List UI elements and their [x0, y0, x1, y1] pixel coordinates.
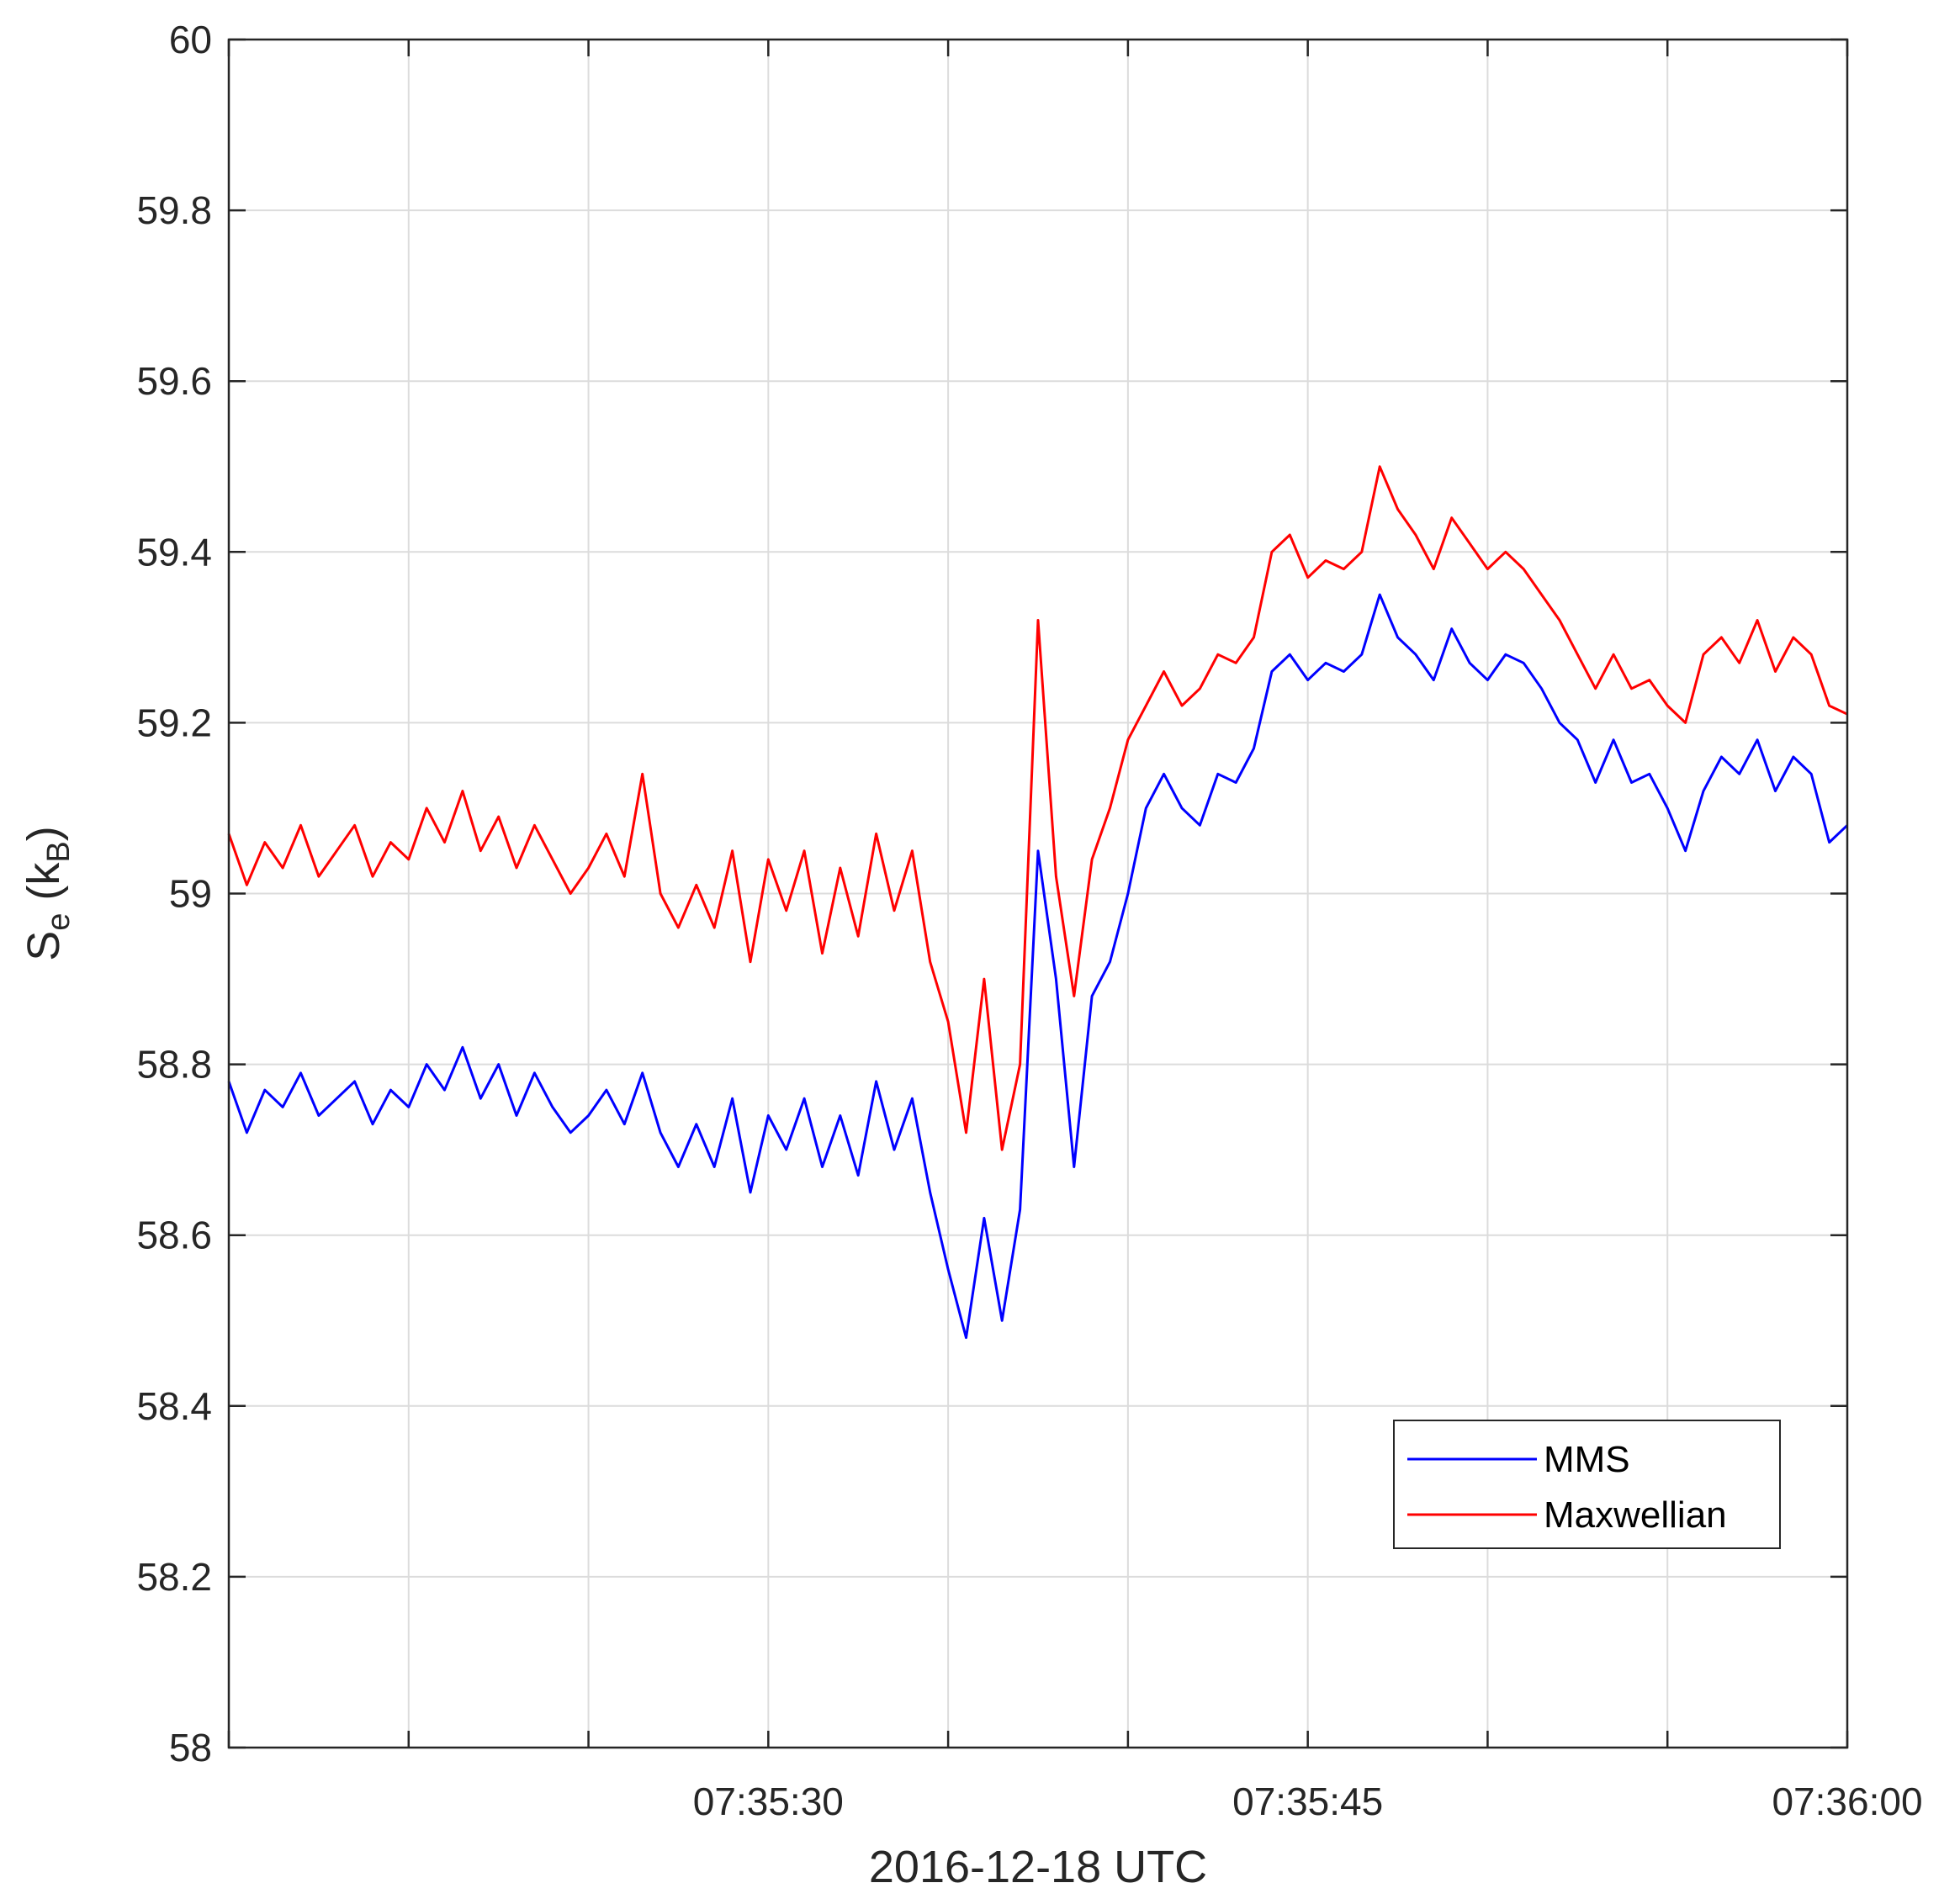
y-tick-label: 58.6	[136, 1214, 212, 1257]
y-tick-label: 58.4	[136, 1384, 212, 1428]
legend: MMS Maxwellian	[1393, 1420, 1781, 1549]
y-axis-label-unit: k	[19, 862, 69, 886]
y-axis-label-close-paren: )	[19, 826, 69, 841]
x-tick-labels: 07:35:30 07:35:45 07:36:00	[693, 1780, 1923, 1823]
x-tick-label: 07:36:00	[1772, 1780, 1922, 1823]
y-tick-labels: 58 58.2 58.4 58.6 58.8 59 59.2 59.4 59.6 59.8 60	[136, 18, 212, 1769]
x-axis-label: 2016-12-18 UTC	[869, 1842, 1207, 1892]
y-tick-label: 59.8	[136, 188, 212, 232]
y-axis-label-unit-sub: B	[41, 841, 77, 862]
y-axis-label-main: S	[19, 931, 69, 961]
x-tick-label: 07:35:30	[693, 1780, 844, 1823]
y-axis-label: Se (kB)	[19, 826, 77, 961]
y-tick-label: 60	[169, 18, 212, 61]
y-tick-label: 58.8	[136, 1043, 212, 1087]
series-line-maxwellian	[227, 465, 1848, 1151]
legend-label-maxwellian: Maxwellian	[1544, 1494, 1727, 1536]
tick-marks	[227, 38, 1849, 1749]
x-tick-label: 07:35:45	[1232, 1780, 1383, 1823]
y-tick-label: 59.4	[136, 530, 212, 574]
y-axis-label-main-sub: e	[41, 913, 77, 931]
y-axis-label-open-paren: (	[19, 886, 69, 913]
legend-label-mms: MMS	[1544, 1439, 1630, 1480]
series-group	[227, 465, 1849, 1340]
y-tick-label: 58.2	[136, 1555, 212, 1599]
y-tick-label: 59.2	[136, 701, 212, 744]
legend-box	[1393, 1420, 1781, 1549]
y-tick-label: 58	[169, 1726, 212, 1769]
y-tick-label: 59.6	[136, 359, 212, 403]
series-line-mms	[227, 593, 1849, 1340]
y-tick-label: 59	[169, 872, 212, 916]
